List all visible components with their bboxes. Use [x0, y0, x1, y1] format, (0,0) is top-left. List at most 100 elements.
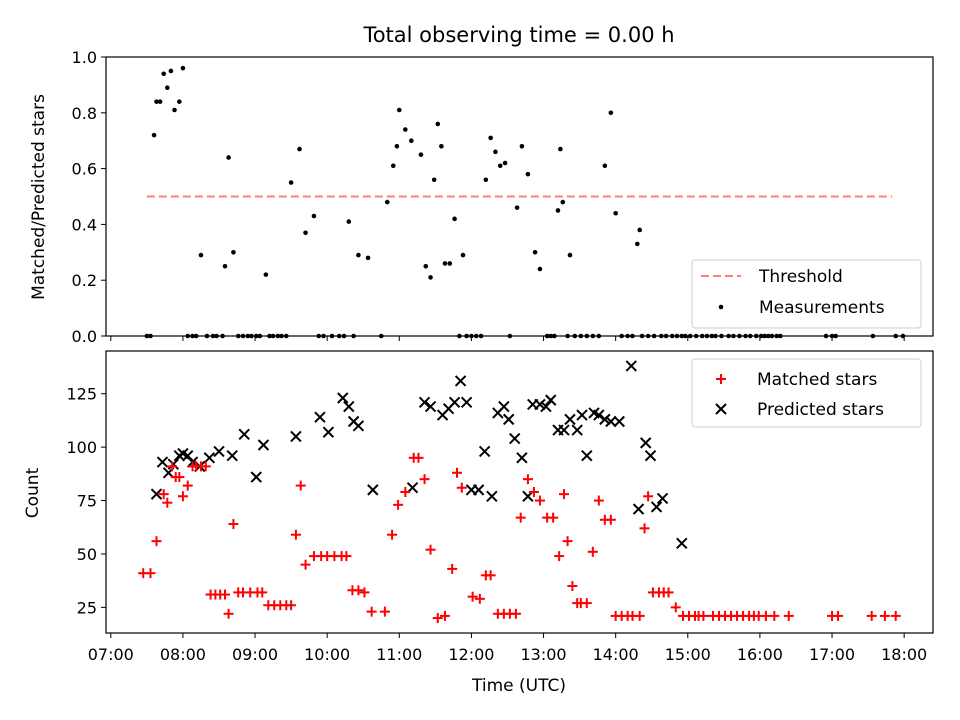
top-axes-ticks: 0.0 0.2 0.4 0.6 0.8 1.0	[72, 48, 905, 346]
cross-b	[448, 396, 461, 408]
predicted-stars-point	[203, 452, 216, 464]
bottom-y-tick-label: 50	[77, 545, 97, 564]
measurement-point	[428, 275, 433, 280]
measurement-point	[602, 163, 608, 169]
measurement-point	[263, 272, 269, 277]
measurement-point	[460, 252, 466, 258]
measurement-point	[346, 219, 352, 224]
matched-stars-point	[548, 512, 559, 523]
predicted-stars-point	[213, 445, 225, 458]
cross-b	[534, 398, 546, 411]
matched-stars-point	[359, 587, 370, 598]
matched-stars-point	[783, 610, 794, 621]
x-tick-label: 11:00	[376, 645, 422, 664]
predicted-stars-point	[650, 501, 663, 513]
top-axes-frame	[105, 56, 934, 337]
matched-stars-point	[200, 461, 211, 472]
cross-b	[203, 452, 216, 464]
matched-stars-point	[769, 610, 780, 621]
measurement-point	[452, 216, 457, 222]
predicted-stars-point	[424, 400, 437, 413]
predicted-stars-point	[545, 394, 557, 406]
predicted-stars-point	[599, 413, 611, 426]
matched-stars-point	[177, 491, 188, 502]
x-tick-label: 16:00	[737, 645, 783, 664]
matched-stars-point	[605, 514, 616, 525]
predicted-stars-point	[367, 484, 379, 496]
predicted-stars-point	[150, 488, 163, 500]
measurement-point	[418, 152, 424, 157]
matched-stars-point	[413, 452, 424, 463]
cross-b	[343, 400, 355, 413]
x-tick-label: 13:00	[520, 645, 566, 664]
top-y-tick-label: 1.0	[72, 48, 97, 67]
matched-stars-point	[295, 480, 306, 491]
measurement-point	[409, 138, 414, 143]
predicted-stars-point	[656, 492, 669, 505]
measurement-point	[180, 65, 186, 71]
matched-stars-point	[300, 559, 311, 570]
predicted-stars-point	[257, 439, 270, 451]
measurement-point	[403, 127, 408, 132]
predicted-stars-point	[314, 411, 326, 423]
measurement-point	[394, 143, 400, 149]
cross-b	[486, 490, 498, 502]
predicted-stars-point	[156, 456, 169, 468]
top-y-axis-label: Matched/Predicted stars	[29, 94, 49, 300]
cross-b	[571, 424, 583, 436]
measurement-point	[154, 99, 159, 104]
legend-predicted-swatch	[715, 403, 727, 415]
cross-b	[632, 503, 645, 515]
measurement-point	[231, 250, 236, 255]
predicted-stars-point	[644, 449, 657, 462]
matched-stars-point	[593, 495, 604, 506]
predicted-stars-point	[625, 360, 637, 372]
matched-stars-point	[485, 570, 496, 581]
predicted-stars-point	[486, 490, 498, 502]
matched-stars-point	[558, 489, 569, 500]
cross-b	[213, 445, 225, 458]
cross-b	[576, 409, 588, 421]
cross-b	[337, 392, 349, 404]
legend-matched-label: Matched stars	[757, 370, 877, 390]
predicted-stars-point	[605, 415, 617, 428]
measurement-point	[442, 261, 448, 266]
measurement-point	[168, 68, 174, 74]
cross-b	[472, 484, 485, 496]
legend-threshold-label: Threshold	[758, 267, 843, 287]
matched-stars-point	[151, 536, 162, 547]
top-y-tick-label: 0.0	[72, 327, 97, 346]
predicted-stars-point	[343, 400, 355, 413]
cross-b	[558, 424, 570, 436]
measurement-point	[537, 266, 543, 272]
top-y-tick-label: 0.4	[72, 215, 97, 234]
bottom-legend-box	[691, 358, 922, 428]
x-tick-label: 18:00	[881, 645, 927, 664]
measurement-point	[172, 107, 177, 113]
cross-b	[150, 488, 163, 500]
measurement-point	[558, 146, 563, 152]
measurement-point	[560, 199, 566, 205]
matched-stars-point	[145, 568, 156, 579]
cross-b	[715, 403, 727, 415]
cross-b	[418, 396, 431, 408]
predicted-stars-point	[676, 537, 688, 549]
cross-b	[588, 407, 600, 419]
matched-stars-point	[228, 519, 239, 530]
cross-b	[676, 537, 688, 549]
cross-b	[650, 501, 663, 513]
bottom-y-tick-label: 125	[66, 385, 97, 404]
legend-x-mark	[715, 403, 727, 415]
measurement-point	[288, 180, 294, 185]
cross-b	[367, 484, 379, 496]
bottom-legend: Matched stars Predicted stars	[691, 358, 922, 428]
predicted-stars-point	[448, 396, 461, 408]
predicted-stars-point	[632, 503, 645, 515]
measurement-point	[198, 252, 204, 258]
cross-b	[613, 415, 625, 428]
measurement-point	[431, 177, 437, 183]
cross-b	[290, 430, 302, 443]
matched-stars-point	[223, 608, 234, 619]
predicted-stars-point	[454, 375, 467, 387]
cross-b	[599, 413, 611, 426]
